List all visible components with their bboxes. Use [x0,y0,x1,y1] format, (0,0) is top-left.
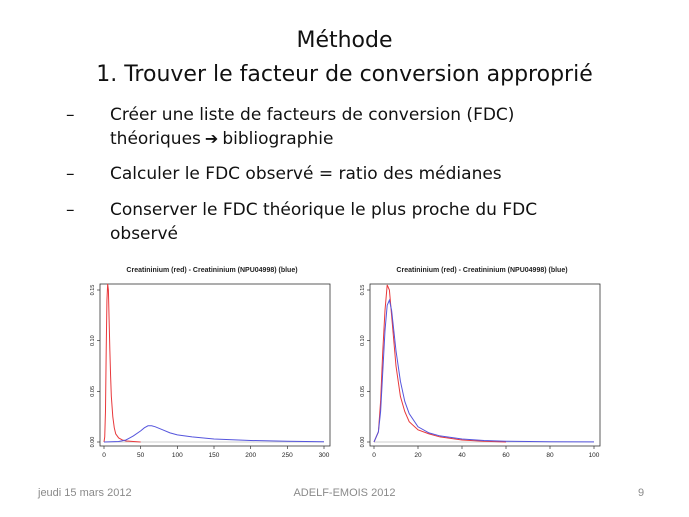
bullet-dash: – [66,200,75,220]
blue-series-line [103,425,325,443]
x-tick-label: 40 [458,452,466,459]
density-chart-left: Creatininium (red) - Creatininium (NPU04… [90,267,331,459]
x-tick-label: 80 [546,452,554,459]
y-tick-label: 0.15 [360,285,366,296]
bullet-line: théoriques [110,129,201,149]
arrow-right-icon: ➔ [204,129,219,148]
bullet-dash: – [66,105,75,125]
plot-frame [99,283,331,447]
x-tick-label: 0 [102,452,106,459]
x-tick-label: 20 [414,452,422,459]
bullet-text: Conserver le FDC théorique le plus proch… [110,198,640,246]
x-tick-label: 300 [319,452,330,459]
x-tick-label: 200 [245,452,256,459]
blue-series-line [373,298,595,443]
bullet-text: Créer une liste de facteurs de conversio… [110,103,640,151]
x-tick-label: 250 [282,452,293,459]
plot-frame [369,283,601,447]
page-number: 9 [638,487,645,499]
footer-center: ADELF-EMOIS 2012 [293,487,396,499]
x-tick-label: 150 [209,452,220,459]
density-chart-right: Creatininium (red) - Creatininium (NPU04… [360,267,601,459]
bullet-line: bibliographie [222,129,334,149]
x-tick-label: 50 [137,452,145,459]
x-tick-label: 100 [172,452,183,459]
chart-title: Creatininium (red) - Creatininium (NPU04… [396,267,567,274]
slide-subtitle: 1. Trouver le facteur de conversion appr… [96,62,593,87]
bullet-text: Calculer le FDC observé = ratio des médi… [110,164,502,184]
bullet-line: Créer une liste de facteurs de conversio… [110,105,515,125]
slide-title: Méthode [296,28,393,53]
bullet-line: observé [110,224,179,244]
y-tick-label: 0.10 [90,335,96,346]
x-tick-label: 0 [372,452,376,459]
chart-title: Creatininium (red) - Creatininium (NPU04… [126,267,297,274]
bullet-dash: – [66,164,75,184]
red-series-line [103,283,141,443]
x-tick-label: 100 [589,452,600,459]
y-tick-label: 0.15 [90,285,96,296]
y-tick-label: 0.05 [360,386,366,397]
y-tick-label: 0.00 [90,437,96,448]
x-tick-label: 60 [502,452,510,459]
y-tick-label: 0.05 [90,386,96,397]
y-tick-label: 0.10 [360,335,366,346]
red-series-line [373,284,507,443]
footer-date: jeudi 15 mars 2012 [38,487,132,499]
bullet-line: Conserver le FDC théorique le plus proch… [110,200,538,220]
y-tick-label: 0.00 [360,437,366,448]
